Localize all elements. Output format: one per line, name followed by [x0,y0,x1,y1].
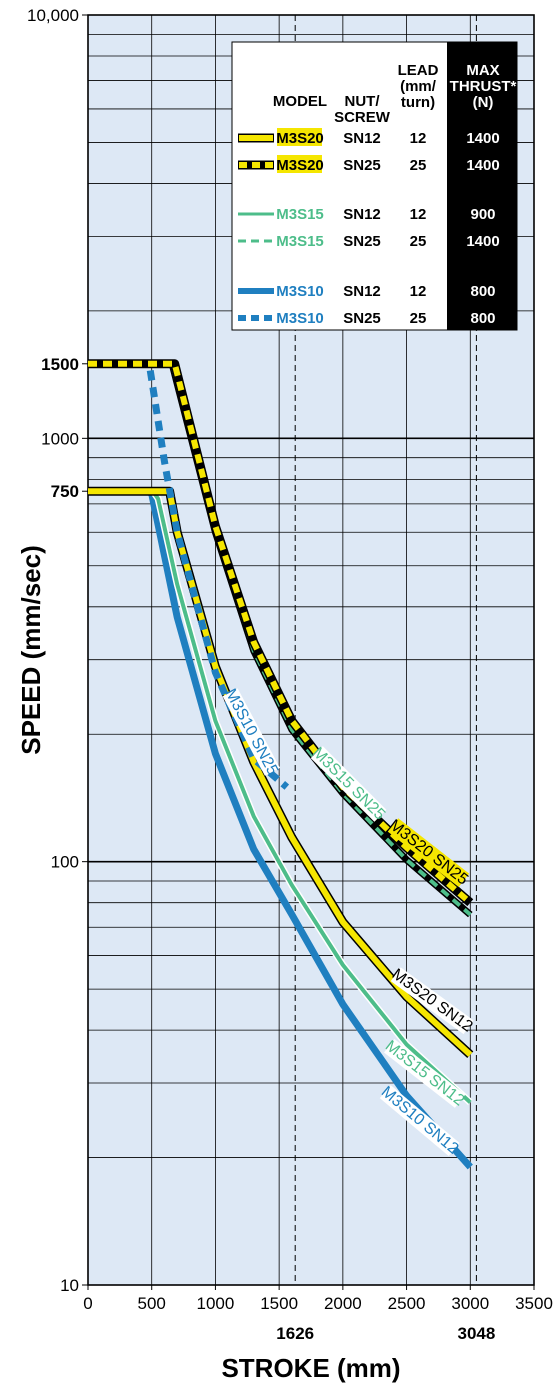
legend-thrust: 800 [470,310,495,327]
legend-thrust-column [447,42,517,330]
x-tick-label: 1500 [260,1294,298,1313]
legend-lead: 12 [410,283,427,300]
legend-lead: 12 [410,206,427,223]
legend-model: M3S20 [276,157,324,174]
legend-nut: SN12 [343,283,381,300]
legend-header-thrust: MAX [466,62,499,79]
series-label-bg [387,818,470,888]
legend-row-m3s10-sn12: M3S10 SN12 12 800 [238,283,496,300]
legend-row-m3s20-sn25: M3S20 SN25 25 1400 [238,155,500,174]
series-label-bg [310,746,387,822]
legend-model: M3S20 [276,130,324,147]
legend-header-thrust: THRUST* [450,78,517,95]
x-mark-label: 1626 [276,1324,314,1343]
legend-row-m3s15-sn25: M3S15 SN25 25 1400 [238,233,500,250]
legend-lead: 25 [410,310,427,327]
legend-nut: SN12 [343,206,381,223]
series-label-bg [379,1085,460,1156]
legend-model: M3S15 [276,233,324,250]
legend-lead: 25 [410,157,427,174]
legend-model-highlight [277,155,322,173]
legend-header-thrust: (N) [473,94,494,111]
y-tick-label: 1500 [41,355,79,374]
x-axis-title: STROKE (mm) [221,1353,400,1383]
y-tick-label: 100 [51,853,79,872]
plot-frame [87,14,535,1286]
legend-header-lead: LEAD [398,62,439,79]
y-tick-label: 10,000 [27,6,79,25]
legend-row-m3s10-sn25: M3S10 SN25 25 800 [238,310,496,327]
legend-lead: 25 [410,233,427,250]
y-tick-label: 10 [60,1276,79,1295]
x-tick-label: 2000 [324,1294,362,1313]
legend-lead: 12 [410,130,427,147]
y-tick-label: 750 [51,482,79,501]
legend-nut: SN12 [343,130,381,147]
x-tick-label: 0 [83,1294,92,1313]
x-tick-label: 3500 [515,1294,553,1313]
legend: MODEL NUT/SCREW LEAD(mm/turn) MAXTHRUST*(N)… [231,41,518,331]
legend-thrust: 800 [470,283,495,300]
legend-nut: SN25 [343,157,381,174]
x-tick-label: 500 [138,1294,166,1313]
series-label-bg [383,1039,466,1108]
x-mark-label: 3048 [457,1324,495,1343]
legend-header-lead: turn) [401,94,435,111]
legend-model: M3S15 [276,206,324,223]
legend-row-m3s20-sn12: M3S20 SN12 12 1400 [238,128,500,147]
legend-row-m3s15-sn12: M3S15 SN12 12 900 [238,206,496,223]
legend-model: M3S10 [276,310,324,327]
legend-thrust: 1400 [466,130,499,147]
legend-model-highlight [277,128,322,146]
legend-model: M3S10 [276,283,324,300]
x-tick-label: 2500 [388,1294,426,1313]
legend-header-nut: NUT/ [345,93,381,110]
y-tick-label: 1000 [41,429,79,448]
x-tick-labels: 0 500 1000 1500 2000 2500 3000 3500 1626 3048 [83,1285,553,1343]
y-axis-title: SPEED (mm/sec) [16,545,46,755]
legend-thrust: 1400 [466,233,499,250]
legend-header-nut: SCREW [334,109,391,126]
legend-nut: SN25 [343,233,381,250]
series-label-bg [390,967,474,1035]
legend-header-lead: (mm/ [400,78,437,95]
series-label-bg [222,688,280,776]
legend-header-model: MODEL [273,93,327,110]
legend-nut: SN25 [343,310,381,327]
y-tick-labels: 10 100 750 1000 1500 10,000 [27,6,88,1295]
legend-thrust: 1400 [466,157,499,174]
x-tick-label: 1000 [197,1294,235,1313]
legend-thrust: 900 [470,206,495,223]
x-tick-label: 3000 [451,1294,489,1313]
